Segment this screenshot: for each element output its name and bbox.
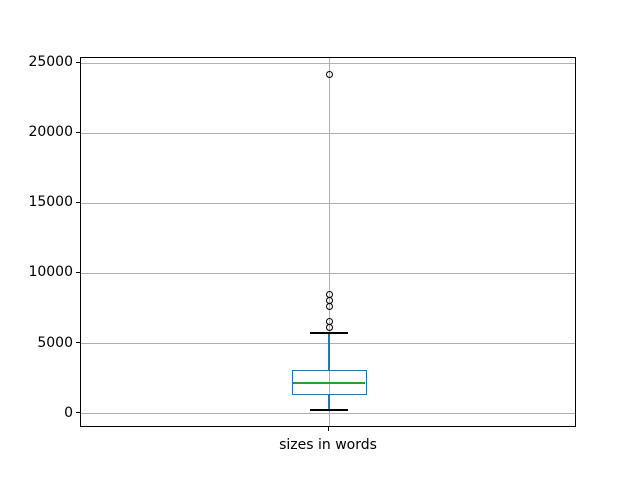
median-line bbox=[293, 382, 365, 384]
y-tick-label: 15000 bbox=[28, 194, 73, 211]
y-tick-label: 5000 bbox=[37, 334, 73, 351]
y-gridline bbox=[81, 343, 575, 345]
y-tick-mark bbox=[76, 412, 80, 414]
y-tick-mark bbox=[76, 201, 80, 203]
upper-cap bbox=[310, 332, 348, 334]
x-tick-mark bbox=[327, 427, 329, 431]
outlier-marker bbox=[325, 303, 333, 311]
grid-layer bbox=[81, 58, 575, 426]
boxplot-layer bbox=[81, 58, 575, 426]
x-tick-label: sizes in words bbox=[279, 437, 377, 453]
y-gridline bbox=[81, 202, 575, 204]
y-tick-mark bbox=[76, 342, 80, 344]
outlier-marker bbox=[325, 70, 333, 78]
upper-whisker-line bbox=[328, 333, 330, 371]
y-tick-mark bbox=[76, 61, 80, 63]
plot-area bbox=[80, 57, 576, 427]
y-tick-label: 20000 bbox=[28, 124, 73, 141]
outlier-marker bbox=[325, 324, 333, 332]
iqr-box bbox=[291, 370, 367, 396]
lower-whisker-line bbox=[328, 395, 330, 411]
lower-cap bbox=[310, 409, 348, 411]
outlier-marker bbox=[325, 318, 333, 326]
outlier-marker bbox=[325, 297, 333, 305]
y-gridline bbox=[81, 413, 575, 415]
y-gridline bbox=[81, 62, 575, 64]
x-gridline bbox=[328, 58, 330, 426]
y-tick-label: 0 bbox=[64, 404, 73, 421]
y-tick-mark bbox=[76, 131, 80, 133]
y-gridline bbox=[81, 132, 575, 134]
outlier-marker bbox=[325, 291, 333, 299]
y-tick-label: 10000 bbox=[28, 264, 73, 281]
y-tick-label: 25000 bbox=[28, 54, 73, 71]
y-tick-mark bbox=[76, 271, 80, 273]
y-gridline bbox=[81, 272, 575, 274]
